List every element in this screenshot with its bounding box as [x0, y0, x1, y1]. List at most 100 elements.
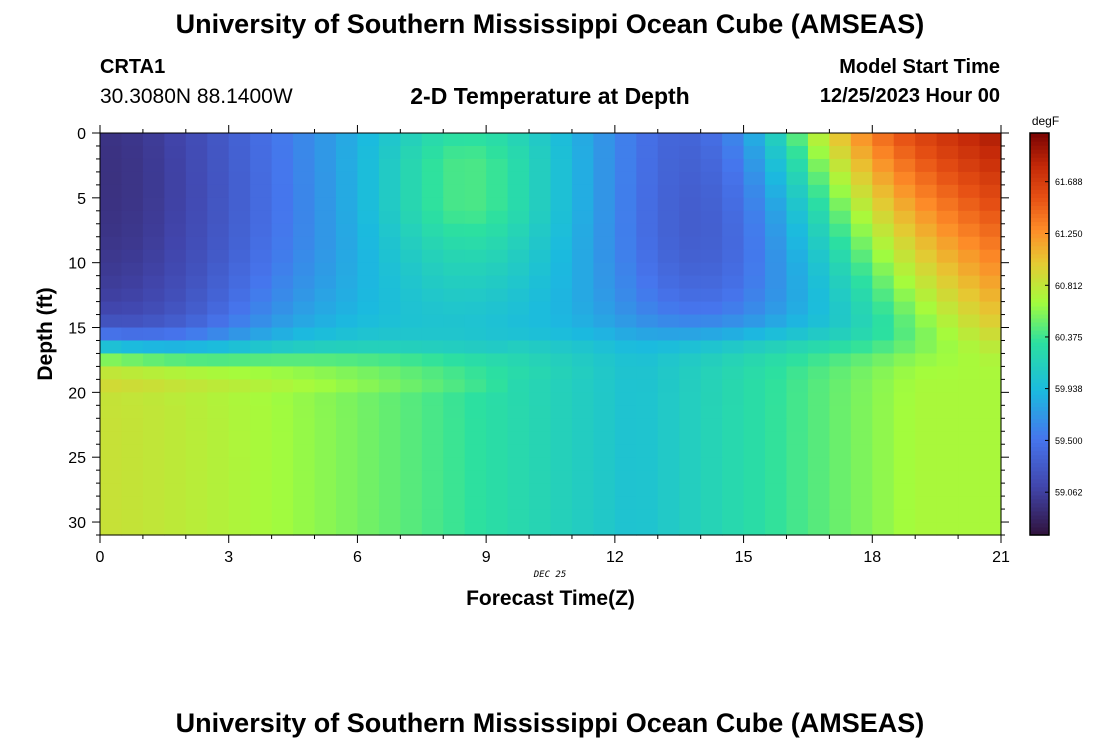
heatmap-cell — [100, 236, 123, 251]
colorbar-segment — [1030, 141, 1049, 146]
heatmap-cell — [529, 379, 552, 393]
heatmap-cell — [100, 366, 123, 380]
heatmap-cell — [958, 405, 981, 419]
heatmap-cell — [486, 379, 509, 393]
heatmap-cell — [765, 223, 788, 238]
heatmap-cell — [743, 223, 766, 238]
heatmap-cell — [722, 340, 745, 355]
colorbar-segment — [1030, 201, 1049, 206]
heatmap-cell — [636, 197, 659, 212]
heatmap-cell — [185, 522, 208, 536]
heatmap-cell — [378, 353, 401, 368]
heatmap-cell — [915, 236, 938, 251]
heatmap-cell — [142, 522, 165, 536]
colorbar-segment — [1030, 486, 1049, 492]
heatmap-cell — [614, 496, 637, 510]
heatmap-cell — [829, 366, 852, 380]
heatmap-cell — [486, 470, 509, 484]
heatmap-cell — [679, 145, 702, 160]
heatmap-cell — [722, 431, 745, 445]
heatmap-cell — [550, 509, 573, 523]
heatmap-cell — [550, 158, 573, 173]
heatmap-cell — [829, 236, 852, 251]
heatmap-cell — [893, 457, 916, 471]
heatmap-cell — [507, 353, 530, 368]
colorbar-segment — [1030, 418, 1049, 424]
heatmap-cell — [893, 431, 916, 445]
heatmap-cell — [807, 133, 830, 147]
heatmap-cell — [121, 327, 144, 342]
heatmap-cell — [271, 171, 294, 186]
heatmap-cell — [142, 327, 165, 342]
colorbar-segment — [1030, 169, 1049, 174]
heatmap-cell — [593, 418, 616, 432]
heatmap-cell — [657, 223, 680, 238]
heatmap-cell — [958, 444, 981, 458]
colorbar-segment — [1030, 329, 1049, 335]
heatmap-cell — [614, 509, 637, 523]
heatmap-cell — [228, 197, 251, 212]
colorbar-frame — [1029, 132, 1050, 536]
heatmap-cell — [979, 457, 1002, 471]
heatmap-cell — [378, 145, 401, 160]
heatmap-cell — [400, 522, 423, 536]
heatmap-cell — [250, 236, 273, 251]
heatmap-cell — [378, 236, 401, 251]
heatmap-cell — [829, 327, 852, 342]
heatmap-cell — [185, 379, 208, 393]
heatmap-cell — [207, 340, 230, 355]
heatmap-cell — [314, 158, 337, 173]
heatmap-cell — [700, 210, 723, 225]
heatmap-cell — [807, 210, 830, 225]
heatmap-cell — [786, 418, 809, 432]
heatmap-cell — [765, 249, 788, 264]
heatmap-cell — [936, 288, 959, 303]
heatmap-cell — [400, 366, 423, 380]
heatmap-cell — [228, 522, 251, 536]
heatmap-cell — [207, 184, 230, 199]
heatmap-cell — [164, 288, 187, 303]
heatmap-cell — [164, 327, 187, 342]
heatmap-cell — [700, 444, 723, 458]
heatmap-cell — [378, 509, 401, 523]
heatmap-cell — [486, 431, 509, 445]
heatmap-cell — [850, 145, 873, 160]
heatmap-cell — [271, 496, 294, 510]
heatmap-cell — [850, 275, 873, 290]
heatmap-cell — [443, 262, 466, 277]
heatmap-cell — [936, 470, 959, 484]
heatmap-cell — [293, 197, 316, 212]
heatmap-cell — [915, 171, 938, 186]
heatmap-cell — [550, 392, 573, 406]
heatmap-cell — [614, 301, 637, 316]
heatmap-cell — [271, 444, 294, 458]
heatmap-cell — [593, 133, 616, 147]
heatmap-cell — [958, 418, 981, 432]
colorbar-segment — [1030, 185, 1049, 190]
heatmap-cell — [293, 509, 316, 523]
heatmap-cell — [121, 353, 144, 368]
heatmap-cell — [850, 210, 873, 225]
heatmap-cell — [593, 509, 616, 523]
heatmap-cell — [250, 418, 273, 432]
heatmap-cell — [314, 444, 337, 458]
heatmap-cell — [893, 197, 916, 212]
heatmap-cell — [507, 457, 530, 471]
heatmap-cell — [850, 262, 873, 277]
heatmap-cell — [829, 275, 852, 290]
heatmap-cell — [979, 197, 1002, 212]
heatmap-cell — [700, 483, 723, 497]
heatmap-cell — [636, 184, 659, 199]
heatmap-cell — [571, 496, 594, 510]
heatmap-cell — [722, 301, 745, 316]
colorbar-segment — [1030, 446, 1049, 452]
heatmap-cell — [400, 197, 423, 212]
heatmap-cell — [657, 392, 680, 406]
heatmap-cell — [486, 210, 509, 225]
plot-title: 2-D Temperature at Depth — [410, 83, 690, 109]
heatmap-cell — [958, 522, 981, 536]
heatmap-cell — [636, 418, 659, 432]
heatmap-cell — [765, 262, 788, 277]
heatmap-cell — [464, 340, 487, 355]
colorbar-segment — [1030, 482, 1049, 488]
